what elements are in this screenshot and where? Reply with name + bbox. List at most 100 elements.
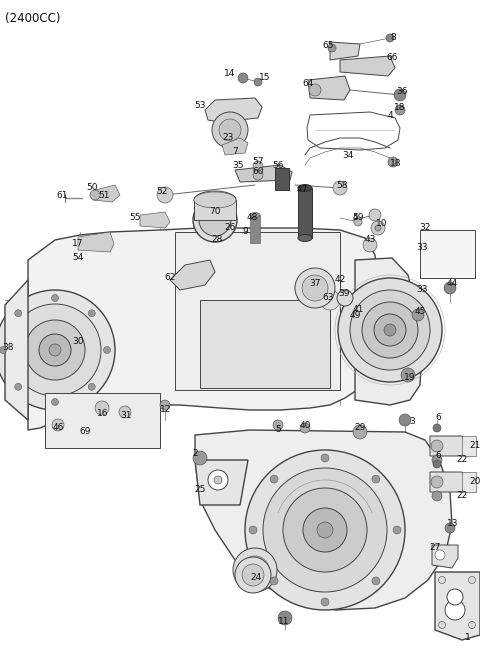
Circle shape [253, 161, 263, 171]
Text: (2400CC): (2400CC) [5, 12, 60, 25]
Circle shape [372, 475, 380, 483]
Circle shape [0, 346, 7, 354]
Text: 53: 53 [194, 100, 206, 109]
Text: 20: 20 [469, 476, 480, 485]
Text: 40: 40 [300, 421, 311, 430]
Text: 25: 25 [194, 485, 206, 495]
Circle shape [273, 420, 283, 430]
Polygon shape [200, 300, 330, 388]
Circle shape [9, 304, 101, 396]
Bar [462, 436, 476, 456]
Circle shape [350, 290, 430, 370]
Text: 13: 13 [447, 519, 459, 529]
Circle shape [432, 491, 442, 501]
Circle shape [208, 470, 228, 490]
Text: 39: 39 [338, 290, 350, 299]
Text: 9: 9 [242, 227, 248, 236]
Text: 23: 23 [222, 134, 234, 143]
Circle shape [254, 78, 262, 86]
Text: 61: 61 [56, 191, 68, 200]
Text: 14: 14 [224, 69, 236, 79]
Circle shape [353, 425, 367, 439]
Text: 62: 62 [164, 274, 176, 282]
Text: 45: 45 [414, 307, 426, 316]
Circle shape [362, 302, 418, 358]
Circle shape [432, 455, 442, 465]
Text: 2: 2 [192, 449, 198, 457]
Circle shape [90, 190, 100, 200]
Text: 41: 41 [352, 305, 364, 314]
Polygon shape [430, 436, 467, 456]
Text: 29: 29 [354, 422, 366, 432]
Ellipse shape [194, 191, 236, 209]
Circle shape [95, 401, 109, 415]
Text: 24: 24 [251, 574, 262, 582]
Circle shape [295, 268, 335, 308]
Circle shape [317, 522, 333, 538]
Circle shape [253, 170, 263, 180]
Circle shape [233, 548, 277, 592]
Circle shape [49, 344, 61, 356]
Circle shape [386, 34, 394, 42]
Ellipse shape [298, 234, 312, 242]
Text: 50: 50 [86, 183, 98, 193]
Text: 55: 55 [129, 214, 141, 223]
Circle shape [300, 423, 310, 433]
Circle shape [25, 320, 85, 380]
Polygon shape [330, 42, 360, 60]
Circle shape [468, 622, 476, 629]
Circle shape [337, 290, 353, 306]
Bar [250, 215, 260, 243]
Polygon shape [355, 258, 422, 405]
Text: 18: 18 [394, 102, 406, 111]
Circle shape [412, 309, 424, 321]
Circle shape [445, 600, 465, 620]
Circle shape [431, 476, 443, 488]
Text: 12: 12 [160, 405, 172, 415]
Circle shape [283, 488, 367, 572]
Circle shape [328, 44, 336, 52]
Text: 18: 18 [390, 159, 402, 168]
Circle shape [393, 526, 401, 534]
Circle shape [104, 346, 110, 354]
Text: 3: 3 [409, 417, 415, 426]
Text: 36: 36 [396, 88, 408, 96]
Circle shape [119, 406, 131, 418]
Circle shape [320, 290, 340, 310]
Circle shape [52, 419, 64, 431]
Ellipse shape [298, 185, 312, 191]
Circle shape [371, 221, 385, 235]
Circle shape [431, 440, 443, 452]
Polygon shape [78, 232, 114, 252]
Circle shape [435, 550, 445, 560]
Circle shape [444, 282, 456, 294]
Circle shape [193, 451, 207, 465]
Circle shape [214, 476, 222, 484]
Circle shape [249, 564, 261, 576]
Circle shape [439, 576, 445, 584]
Text: 7: 7 [232, 147, 238, 157]
Text: 54: 54 [72, 253, 84, 263]
Circle shape [193, 198, 237, 242]
Circle shape [439, 622, 445, 629]
Text: 6: 6 [435, 451, 441, 460]
Text: 33: 33 [416, 244, 428, 252]
Circle shape [388, 157, 398, 167]
Text: 10: 10 [376, 219, 388, 229]
Circle shape [245, 450, 405, 610]
Text: 34: 34 [342, 151, 354, 160]
Text: 22: 22 [456, 455, 468, 464]
Circle shape [88, 383, 95, 390]
Circle shape [375, 225, 381, 231]
Polygon shape [432, 545, 458, 568]
Bar [194, 200, 236, 220]
Circle shape [241, 556, 269, 584]
Text: 66: 66 [386, 54, 398, 62]
Text: 63: 63 [322, 293, 334, 303]
Text: 38: 38 [2, 343, 14, 352]
Text: 46: 46 [52, 424, 64, 432]
Circle shape [354, 218, 362, 226]
Text: 48: 48 [246, 214, 258, 223]
Ellipse shape [194, 192, 236, 208]
Circle shape [369, 209, 381, 221]
